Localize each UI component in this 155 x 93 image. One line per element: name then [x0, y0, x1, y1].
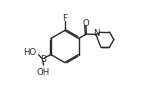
Text: N: N: [93, 29, 99, 38]
Text: F: F: [62, 14, 67, 23]
Text: B: B: [40, 55, 46, 64]
Text: O: O: [82, 19, 89, 28]
Text: OH: OH: [37, 68, 50, 77]
Text: HO: HO: [23, 48, 36, 57]
